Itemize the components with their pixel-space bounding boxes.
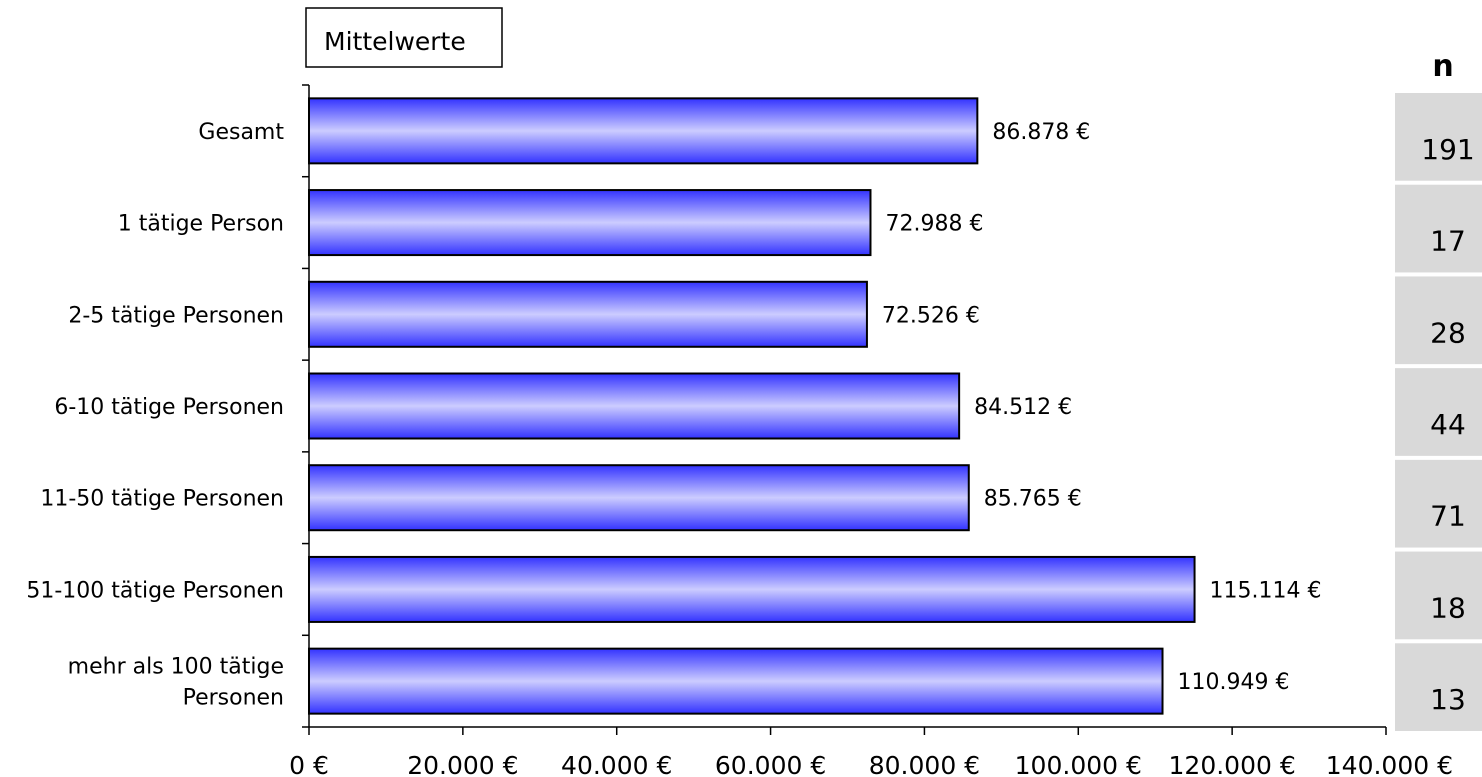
- n-cell: [1395, 93, 1482, 181]
- category-label: Personen: [183, 686, 284, 711]
- x-tick-label: 100.000 €: [1015, 751, 1142, 777]
- n-column: 191 17 28 44 71 18 13: [1395, 93, 1482, 731]
- bar: [308, 647, 1164, 715]
- data-label: 72.526 €: [882, 303, 980, 328]
- n-cell: [1395, 276, 1482, 365]
- x-tick-label: 60.000 €: [715, 751, 826, 777]
- n-value: 18: [1430, 591, 1466, 624]
- category-labels: Gesamt 1 tätige Person 2-5 tätige Personen…: [26, 120, 284, 711]
- n-value: 44: [1430, 408, 1466, 441]
- n-value: 28: [1430, 316, 1466, 349]
- data-label: 84.512 €: [974, 395, 1072, 420]
- n-column-header: n: [1432, 49, 1453, 84]
- n-value: 71: [1430, 500, 1466, 533]
- n-cell: [1395, 184, 1482, 273]
- x-tick-label: 40.000 €: [561, 751, 672, 777]
- data-label: 110.949 €: [1178, 670, 1290, 695]
- bar: [308, 372, 961, 440]
- category-label: 1 tätige Person: [118, 212, 284, 237]
- data-label: 86.878 €: [992, 120, 1090, 145]
- n-cell: [1395, 459, 1482, 548]
- axes: [302, 84, 1387, 735]
- series-label-box: Mittelwerte: [305, 7, 503, 68]
- data-label: 115.114 €: [1210, 578, 1322, 603]
- x-tick-label: 0 €: [289, 751, 329, 777]
- bar: [308, 280, 868, 348]
- data-label: 72.988 €: [885, 212, 983, 237]
- x-tick-label: 20.000 €: [407, 751, 518, 777]
- category-label: 11-50 tätige Personen: [40, 487, 284, 512]
- bar: [308, 189, 872, 257]
- category-label: Gesamt: [198, 120, 284, 145]
- bars-group: [308, 97, 1196, 715]
- x-tick-label: 140.000 €: [1326, 751, 1453, 777]
- bar: [308, 464, 970, 532]
- data-label: 85.765 €: [984, 487, 1082, 512]
- bar: [308, 97, 979, 165]
- series-label: Mittelwerte: [324, 27, 466, 56]
- n-value: 13: [1430, 683, 1466, 716]
- category-label: 6-10 tätige Personen: [54, 395, 284, 420]
- n-cell: [1395, 643, 1482, 731]
- x-tick-labels: 0 € 20.000 € 40.000 € 60.000 € 80.000 € 100.0…: [289, 751, 1453, 777]
- n-cell: [1395, 368, 1482, 456]
- n-value: 191: [1421, 133, 1474, 166]
- bar: [308, 555, 1196, 623]
- category-label: 51-100 tätige Personen: [26, 578, 284, 603]
- category-label: mehr als 100 tätige: [68, 655, 284, 680]
- n-cell: [1395, 551, 1482, 640]
- n-value: 17: [1430, 225, 1466, 258]
- data-labels: 86.878 € 72.988 € 72.526 € 84.512 € 85.765 €…: [882, 120, 1322, 695]
- x-tick-label: 120.000 €: [1169, 751, 1296, 777]
- category-label: 2-5 tätige Personen: [68, 303, 284, 328]
- series-label-frame: [305, 7, 503, 68]
- x-tick-label: 80.000 €: [869, 751, 980, 777]
